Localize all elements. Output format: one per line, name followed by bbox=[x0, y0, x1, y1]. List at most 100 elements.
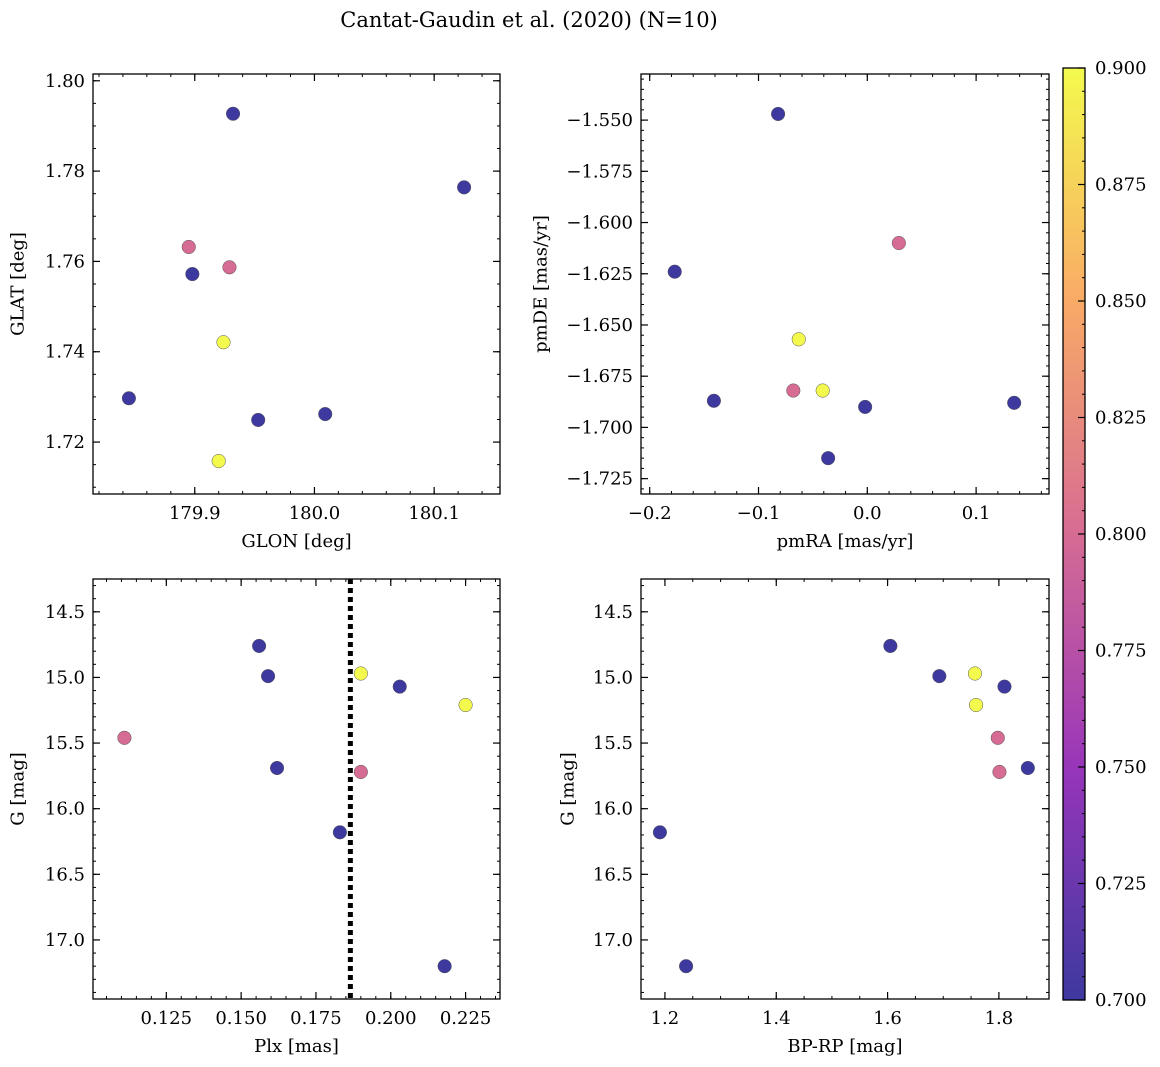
scatter-point bbox=[353, 666, 368, 681]
scatter-point bbox=[967, 666, 983, 681]
plot-frame bbox=[92, 73, 501, 495]
plot-frame bbox=[640, 578, 1050, 1000]
scatter-point bbox=[121, 391, 136, 406]
y-tick-label: 17.0 bbox=[45, 930, 85, 951]
scatter-point bbox=[821, 451, 836, 466]
scatter-point bbox=[1020, 760, 1035, 776]
plot-frame bbox=[640, 73, 1050, 495]
scatter-point bbox=[992, 764, 1007, 779]
y-tick-label: −1.650 bbox=[566, 315, 633, 336]
y-tick-label: 17.0 bbox=[593, 930, 633, 951]
scatter-point bbox=[883, 638, 898, 653]
y-tick-label: 1.74 bbox=[45, 342, 85, 363]
x-tick-label: −0.2 bbox=[628, 503, 672, 524]
y-tick-label: −1.625 bbox=[566, 264, 633, 285]
scatter-point bbox=[216, 335, 231, 350]
scatter-point bbox=[706, 393, 721, 408]
x-tick-label: 0.1 bbox=[962, 503, 991, 524]
x-axis-label: pmRA [mas/yr] bbox=[777, 531, 914, 552]
y-tick-label: −1.575 bbox=[566, 161, 633, 182]
scatter-point bbox=[891, 235, 906, 251]
scatter-point bbox=[251, 412, 266, 427]
x-tick-label: 1.2 bbox=[651, 1008, 680, 1029]
y-tick-label: −1.675 bbox=[566, 366, 633, 387]
x-tick-label: 0.0 bbox=[853, 503, 882, 524]
scatter-point bbox=[932, 669, 947, 684]
y-tick-label: −1.725 bbox=[566, 469, 633, 490]
scatter-point bbox=[181, 239, 196, 255]
scatter-point bbox=[457, 180, 472, 195]
scatter-point bbox=[269, 760, 285, 776]
scatter-point bbox=[252, 638, 267, 653]
scatter-point bbox=[815, 383, 830, 398]
scatter-point bbox=[858, 399, 873, 414]
y-tick-label: 14.5 bbox=[593, 602, 633, 623]
y-tick-label: 15.5 bbox=[593, 733, 633, 754]
y-tick-label: 15.5 bbox=[45, 733, 85, 754]
y-tick-label: 15.0 bbox=[593, 667, 633, 688]
x-tick-label: 0.150 bbox=[215, 1008, 267, 1029]
colorbar: 0.700 0.725 0.750 0.775 0.800 0.825 0.850 0.875… bbox=[1062, 58, 1147, 1011]
colorbar-tick-label: 0.800 bbox=[1095, 524, 1147, 545]
scatter-point bbox=[969, 697, 984, 713]
scatter-point bbox=[990, 730, 1005, 745]
y-tick-label: −1.700 bbox=[566, 417, 633, 438]
x-tick-label: 179.9 bbox=[169, 503, 221, 524]
colorbar-tick-label: 0.850 bbox=[1095, 291, 1147, 312]
y-axis-label: G [mag] bbox=[558, 752, 579, 825]
y-tick-label: 16.0 bbox=[593, 799, 633, 820]
x-tick-label: 180.0 bbox=[289, 503, 341, 524]
scatter-point bbox=[667, 264, 682, 279]
x-axis-label: Plx [mas] bbox=[254, 1036, 339, 1057]
panel-glon-glat: 179.9 180.0 180.1 1.72 1.74 1.76 1.78 1.80 GLON … bbox=[8, 71, 501, 552]
x-tick-label: 0.125 bbox=[141, 1008, 193, 1029]
y-tick-label: 1.76 bbox=[45, 251, 85, 272]
x-axis-label: GLON [deg] bbox=[241, 531, 351, 552]
scatter-point bbox=[117, 730, 132, 745]
panel-bprp-g: 1.2 1.4 1.6 1.8 14.5 15.0 15.5 16.0 16.5 17.0 BP-R… bbox=[558, 578, 1050, 1057]
scatter-point bbox=[353, 764, 368, 779]
y-tick-label: 1.72 bbox=[45, 432, 85, 453]
y-axis-label: GLAT [deg] bbox=[8, 232, 29, 336]
scatter-point bbox=[791, 332, 806, 347]
x-tick-label: −0.1 bbox=[737, 503, 781, 524]
panel-plx-g: 0.125 0.150 0.175 0.200 0.225 14.5 15.0 15.5 16.… bbox=[8, 578, 501, 1057]
scatter-point bbox=[211, 453, 226, 469]
x-tick-label: 1.4 bbox=[762, 1008, 791, 1029]
y-tick-label: 16.0 bbox=[45, 799, 85, 820]
x-tick-label: 0.225 bbox=[440, 1008, 492, 1029]
plot-frame bbox=[92, 578, 501, 1000]
colorbar-tick-label: 0.750 bbox=[1095, 757, 1147, 778]
colorbar-tick-label: 0.775 bbox=[1095, 641, 1147, 662]
scatter-point bbox=[261, 669, 276, 684]
colorbar-tick-label: 0.700 bbox=[1095, 990, 1147, 1011]
x-tick-label: 1.8 bbox=[985, 1008, 1014, 1029]
y-tick-label: 1.78 bbox=[45, 161, 85, 182]
panel-pmra-pmde: −0.2 −0.1 0.0 0.1 −1.725 −1.700 −1.675 −1.650 −1… bbox=[531, 73, 1050, 552]
scatter-point bbox=[458, 697, 473, 713]
scatter-point bbox=[392, 679, 407, 694]
scatter-point bbox=[652, 825, 667, 840]
y-tick-label: −1.550 bbox=[566, 110, 633, 131]
y-axis-label: pmDE [mas/yr] bbox=[531, 215, 552, 353]
scatter-point bbox=[185, 267, 200, 282]
colorbar-tick-label: 0.725 bbox=[1095, 874, 1147, 895]
scatter-point bbox=[997, 679, 1012, 694]
y-axis-label: G [mag] bbox=[8, 752, 29, 825]
x-tick-label: 1.6 bbox=[873, 1008, 902, 1029]
x-tick-label: 0.175 bbox=[290, 1008, 342, 1029]
y-tick-label: 16.5 bbox=[593, 864, 633, 885]
scatter-point bbox=[332, 825, 347, 840]
x-tick-label: 0.200 bbox=[365, 1008, 417, 1029]
y-tick-label: 14.5 bbox=[45, 602, 85, 623]
y-tick-label: 1.80 bbox=[45, 71, 85, 92]
scatter-point bbox=[222, 260, 237, 275]
scatter-point bbox=[226, 106, 241, 121]
x-axis-label: BP-RP [mag] bbox=[787, 1036, 902, 1057]
x-tick-label: 180.1 bbox=[408, 503, 460, 524]
scatter-point bbox=[771, 106, 786, 122]
scatter-point bbox=[786, 383, 801, 398]
colorbar-tick-label: 0.875 bbox=[1095, 175, 1147, 196]
scatter-point bbox=[437, 959, 452, 974]
